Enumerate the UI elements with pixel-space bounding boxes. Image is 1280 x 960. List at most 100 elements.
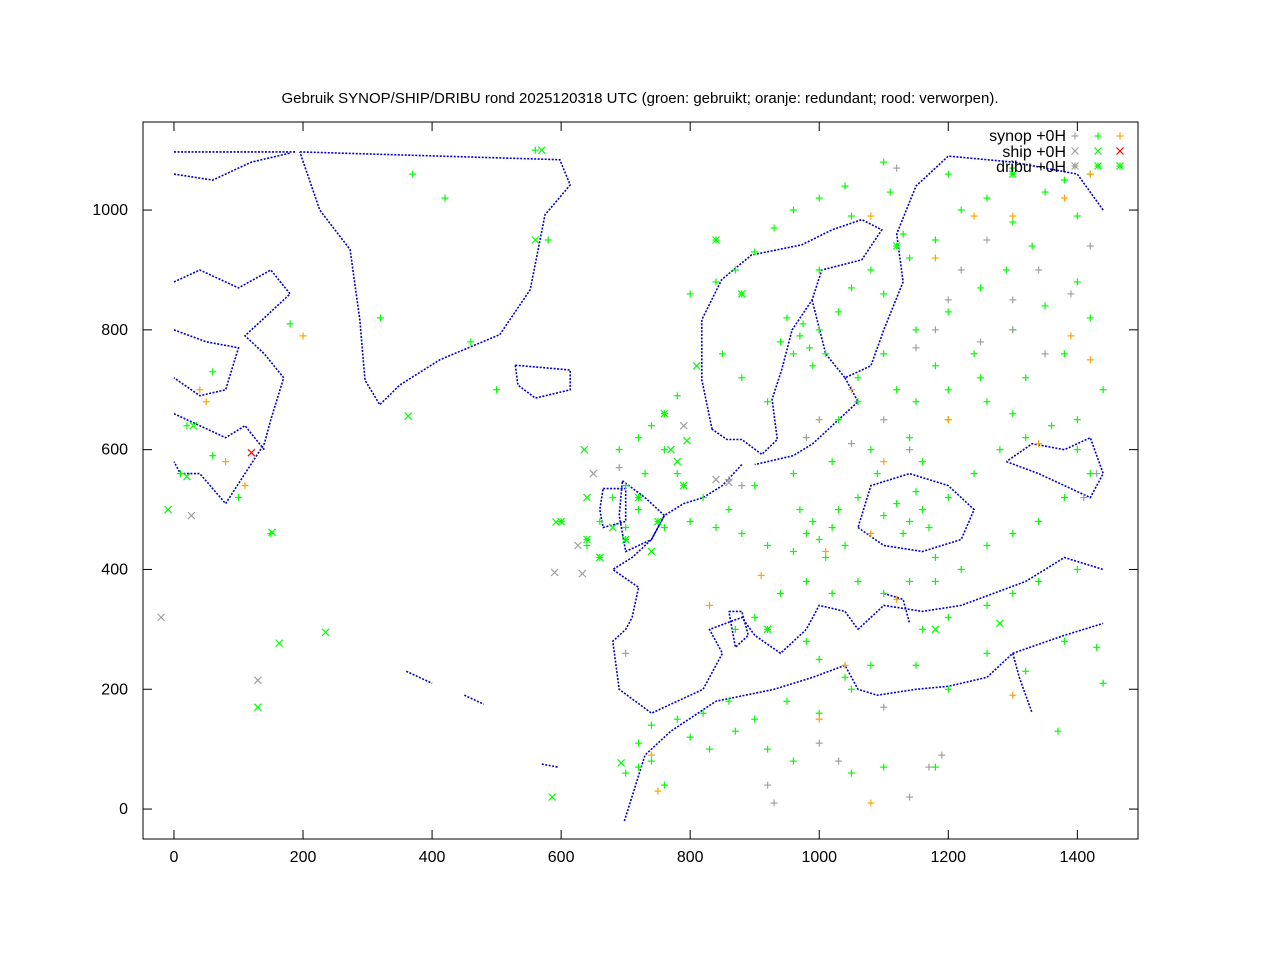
dribu-used-point — [557, 517, 566, 526]
synop-other-point — [770, 799, 778, 807]
synop-used-point — [583, 541, 591, 549]
synop-used-point — [738, 530, 746, 538]
synop-used-point — [977, 374, 985, 382]
synop-used-point — [660, 524, 668, 532]
ship-used-point — [608, 523, 617, 532]
synop-used-point — [912, 488, 920, 496]
synop-used-point — [873, 470, 881, 478]
synop-used-point — [647, 721, 655, 729]
synop-used-point — [944, 170, 952, 178]
chart-title: Gebruik SYNOP/SHIP/DRIBU rond 2025120318… — [281, 90, 998, 107]
synop-other-point — [938, 751, 946, 759]
synop-used-point — [1073, 212, 1081, 220]
synop-used-point — [751, 613, 759, 621]
synop-used-point — [1022, 434, 1030, 442]
x-tick-label: 1400 — [1060, 849, 1096, 866]
synop-used-point — [718, 350, 726, 358]
ship-used-point — [164, 505, 173, 514]
synop-used-point — [725, 506, 733, 514]
coastline — [700, 218, 883, 456]
synop-redundant-point — [815, 715, 823, 723]
synop-other-point — [622, 649, 630, 657]
synop-redundant-point — [1060, 194, 1068, 202]
synop-used-point — [957, 565, 965, 573]
y-tick-label: 1000 — [92, 202, 128, 219]
synop-used-point — [957, 206, 965, 214]
ship-used-point — [537, 146, 546, 155]
synop-used-point — [899, 530, 907, 538]
synop-used-point — [931, 763, 939, 771]
synop-used-point — [912, 661, 920, 669]
synop-used-point — [1028, 242, 1036, 250]
synop-used-point — [906, 434, 914, 442]
synop-used-point — [731, 625, 739, 633]
synop-used-point — [647, 422, 655, 430]
synop-used-point — [848, 212, 856, 220]
synop-used-point — [209, 452, 217, 460]
synop-other-point — [815, 416, 823, 424]
legend-marker-plus — [1116, 132, 1124, 140]
synop-used-point — [983, 649, 991, 657]
synop-redundant-point — [880, 458, 888, 466]
synop-used-point — [944, 613, 952, 621]
synop-used-point — [1060, 350, 1068, 358]
synop-used-point — [493, 386, 501, 394]
synop-used-point — [1060, 494, 1068, 502]
synop-used-point — [828, 458, 836, 466]
dribu-used-point — [653, 517, 662, 526]
synop-used-point — [751, 248, 759, 256]
synop-used-point — [848, 685, 856, 693]
synop-other-point — [1035, 266, 1043, 274]
synop-used-point — [1054, 727, 1062, 735]
synop-used-point — [802, 530, 810, 538]
x-tick-label: 1000 — [801, 849, 837, 866]
synop-used-point — [1009, 410, 1017, 418]
synop-used-point — [1086, 314, 1094, 322]
synop-other-point — [983, 236, 991, 244]
synop-redundant-point — [196, 386, 204, 394]
ship-used-point — [995, 619, 1004, 628]
synop-used-point — [622, 769, 630, 777]
synop-redundant-point — [1009, 691, 1017, 699]
synop-used-point — [712, 278, 720, 286]
synop-used-point — [970, 470, 978, 478]
synop-used-point — [841, 182, 849, 190]
synop-other-point — [615, 464, 623, 472]
synop-used-point — [944, 685, 952, 693]
synop-used-point — [441, 194, 449, 202]
synop-used-point — [918, 458, 926, 466]
synop-used-point — [931, 236, 939, 244]
ship-used-point — [189, 421, 198, 430]
ship-other-point — [550, 568, 559, 577]
synop-used-point — [738, 374, 746, 382]
synop-used-point — [848, 769, 856, 777]
coastline — [514, 364, 572, 399]
x-tick-label: 600 — [548, 849, 575, 866]
synop-redundant-point — [867, 530, 875, 538]
synop-used-point — [783, 697, 791, 705]
synop-used-point — [835, 308, 843, 316]
synop-used-point — [815, 194, 823, 202]
synop-other-point — [931, 326, 939, 334]
synop-redundant-point — [706, 601, 714, 609]
ship-other-point — [712, 475, 720, 484]
synop-used-point — [1093, 643, 1101, 651]
synop-other-point — [802, 434, 810, 442]
synop-used-point — [635, 434, 643, 442]
ship-used-point — [617, 759, 626, 767]
synop-used-point — [1022, 374, 1030, 382]
synop-used-point — [1073, 416, 1081, 424]
synop-used-point — [699, 709, 707, 717]
synop-used-point — [660, 781, 668, 789]
coastline — [173, 152, 291, 181]
coastline — [541, 763, 559, 768]
dribu-used-point — [679, 481, 688, 490]
synop-used-point — [789, 757, 797, 765]
synop-other-point — [977, 338, 985, 346]
synop-used-point — [996, 446, 1004, 454]
axes: 0 200 400 600 800 1000 1200 1400 0 200 400 600 800 10… — [92, 122, 1138, 866]
ship-other-point — [253, 676, 262, 685]
synop-used-point — [673, 470, 681, 478]
synop-used-point — [880, 763, 888, 771]
synop-used-point — [699, 494, 707, 502]
